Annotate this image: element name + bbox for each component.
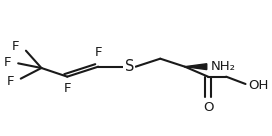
Text: OH: OH [248,79,268,92]
Polygon shape [185,64,207,70]
Text: F: F [11,40,19,53]
Text: F: F [4,55,11,69]
Text: F: F [6,75,14,89]
Text: S: S [125,59,134,74]
Text: F: F [64,82,71,95]
Text: NH₂: NH₂ [211,60,236,73]
Text: F: F [94,46,102,59]
Text: O: O [203,101,213,114]
